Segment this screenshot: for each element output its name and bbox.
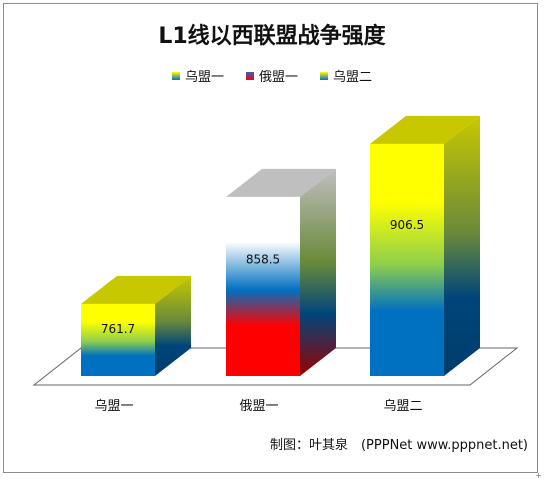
legend-item: 乌盟一 — [171, 66, 224, 85]
chart-credit: 制图：叶其泉 (PPPNet www.pppnet.net) — [269, 438, 528, 453]
bar-front — [81, 303, 155, 376]
category-label: 俄盟一 — [239, 399, 278, 414]
legend-swatch — [245, 71, 254, 80]
bar-front — [226, 196, 300, 376]
legend-item: 俄盟一 — [245, 66, 298, 85]
bar-top — [370, 115, 480, 144]
bar-side — [444, 115, 480, 376]
category-label: 乌盟一 — [94, 398, 133, 414]
bar-top — [226, 168, 336, 197]
chart-floor — [32, 347, 519, 386]
legend-label: 乌盟二 — [333, 70, 373, 85]
chart-legend: 乌盟一 俄盟一 乌盟二 — [0, 66, 544, 85]
legend-swatch — [320, 71, 328, 80]
bar-data-label: 906.5 — [390, 218, 424, 232]
legend-label: 乌盟一 — [184, 70, 224, 85]
legend-swatch — [171, 71, 180, 80]
chart-title: L1线以西联盟战争强度 — [158, 24, 386, 49]
category-label: 乌盟二 — [383, 398, 422, 414]
corner-mark: + — [535, 471, 542, 480]
bar-data-label: 761.7 — [101, 322, 135, 336]
bar-top — [81, 275, 191, 304]
bar-data-label: 858.5 — [246, 253, 280, 267]
legend-item: 乌盟二 — [320, 66, 372, 85]
bar-side — [155, 275, 191, 376]
legend-label: 俄盟一 — [258, 70, 298, 85]
bar-front — [370, 143, 444, 376]
bar-side — [300, 168, 336, 376]
